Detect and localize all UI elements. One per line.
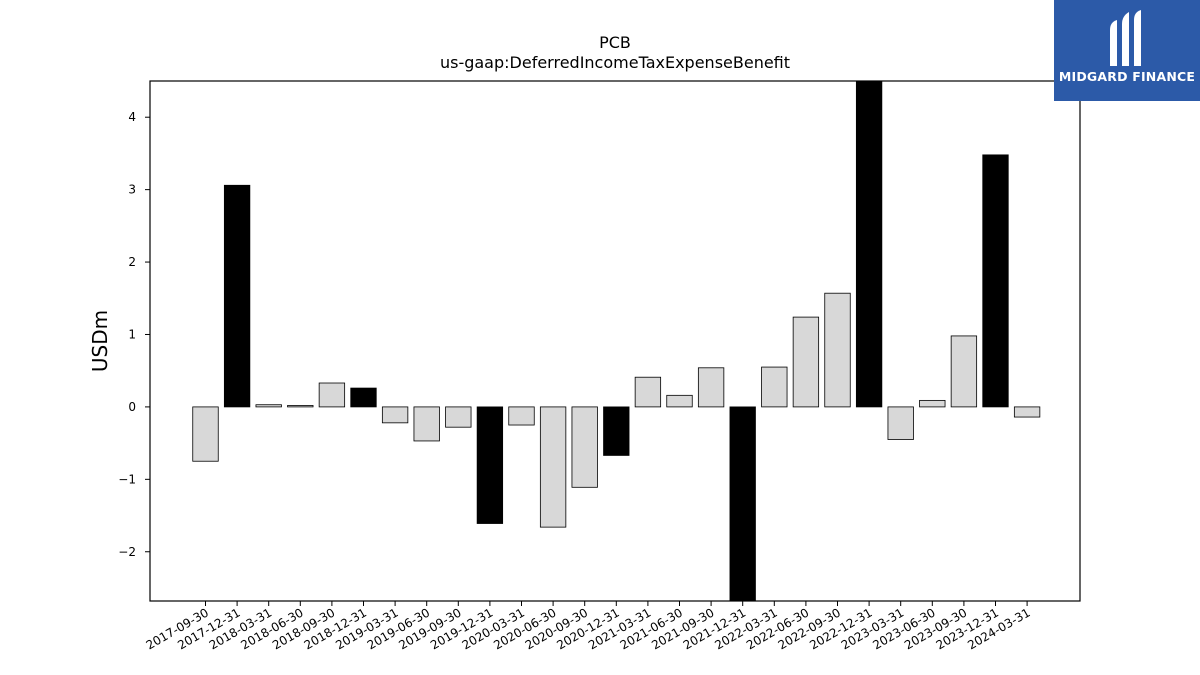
bar-2021-06-30: [666, 394, 693, 408]
bar-2021-03-31: [634, 376, 662, 408]
chart-subtitle: us-gaap:DeferredIncomeTaxExpenseBenefit: [440, 53, 790, 72]
bar-2018-12-31: [350, 387, 377, 408]
y-tick-label: 3: [128, 183, 136, 197]
bar-2019-03-31: [381, 406, 409, 424]
bar-2020-12-31: [603, 406, 630, 456]
y-tick-label: 1: [128, 327, 136, 341]
bar-2020-06-30: [539, 406, 567, 528]
plot-frame: [149, 80, 1081, 602]
y-tick-label: −1: [118, 472, 136, 486]
y-tick-label: 4: [128, 110, 136, 124]
bar-2021-09-30: [697, 367, 725, 408]
bar-2019-12-31: [476, 406, 504, 524]
bar-2023-12-31: [982, 154, 1009, 408]
bar-2019-09-30: [445, 406, 472, 428]
bar-2020-09-30: [571, 406, 598, 488]
bar-2022-09-30: [824, 292, 851, 408]
bar-2017-09-30: [192, 406, 219, 462]
bar-2023-06-30: [919, 399, 946, 408]
brand-name: MIDGARD FINANCE: [1058, 69, 1196, 84]
bar-2018-03-31: [255, 404, 282, 408]
bar-2017-12-31: [223, 184, 251, 408]
bar-2023-09-30: [950, 335, 978, 408]
brand-logo: MIDGARD FINANCE: [1054, 0, 1200, 101]
bar-2023-03-31: [887, 406, 914, 440]
bar-2019-06-30: [413, 406, 440, 442]
bar-2018-06-30: [287, 405, 314, 408]
chart-title: PCB: [599, 33, 631, 52]
bar-2022-06-30: [792, 316, 820, 408]
y-axis-label: USDm: [88, 310, 112, 372]
bar-2024-03-31: [1013, 406, 1041, 418]
bar-2021-12-31: [729, 406, 756, 602]
bar-2022-12-31: [855, 80, 883, 408]
bar-2020-03-31: [508, 406, 535, 426]
bar-2022-03-31: [761, 366, 788, 408]
y-tick-label: −2: [118, 545, 136, 559]
midgard-logo-icon: [1110, 10, 1141, 66]
y-tick-label: 0: [128, 400, 136, 414]
y-tick-label: 2: [128, 255, 136, 269]
bar-2018-09-30: [318, 382, 346, 408]
